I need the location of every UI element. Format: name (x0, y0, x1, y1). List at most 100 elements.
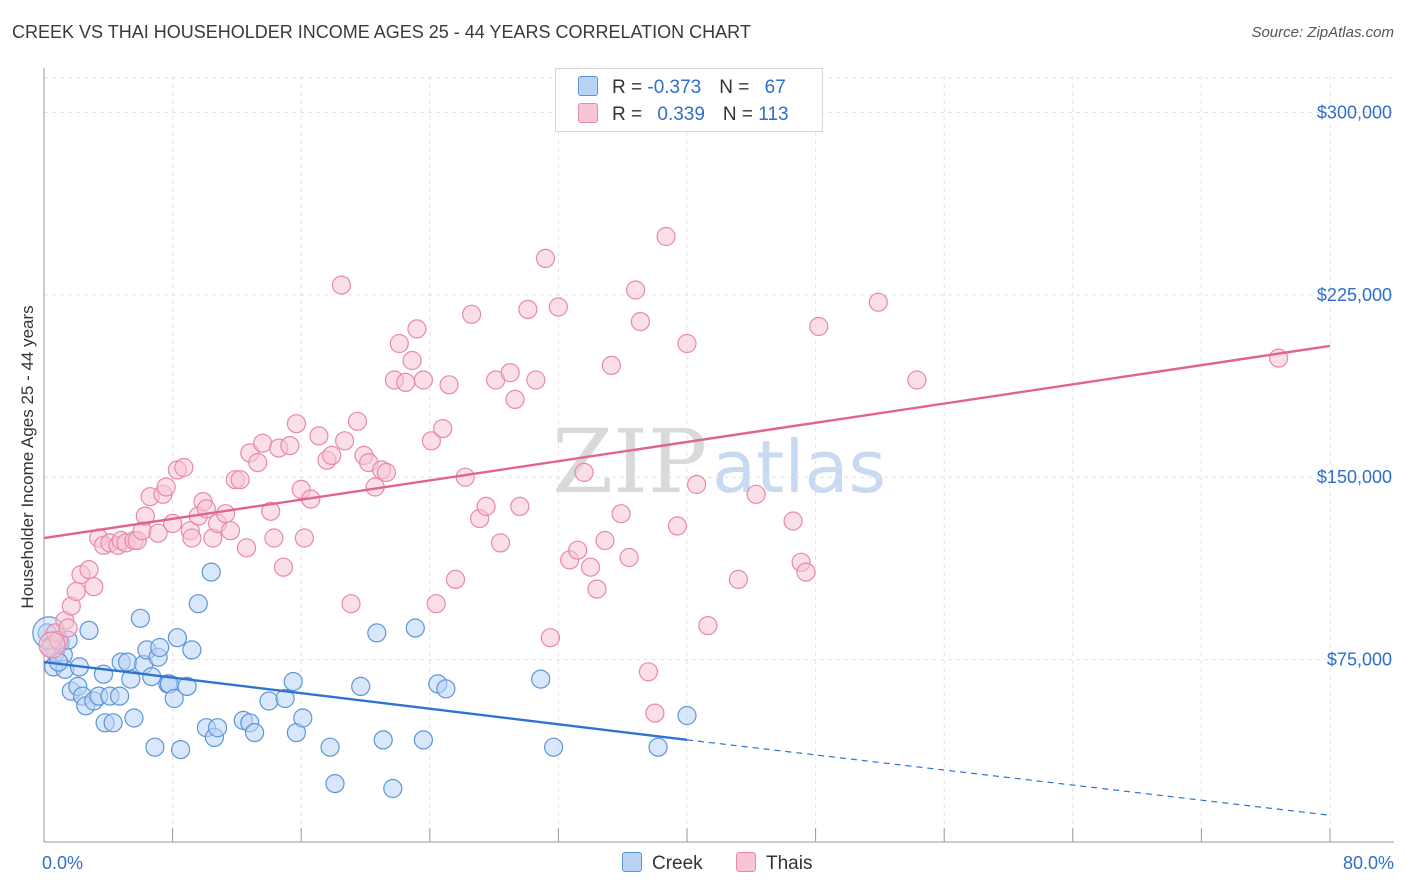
y-tick-label: $75,000 (1327, 650, 1392, 670)
thais-point (677, 333, 697, 354)
creek-point (367, 623, 387, 643)
creek-point (145, 737, 165, 757)
thais-point (66, 581, 86, 602)
creek-point (351, 676, 371, 697)
creek-point (124, 708, 144, 728)
thais-point (433, 419, 453, 439)
thais-point (698, 615, 718, 636)
thais-point (331, 275, 351, 295)
creek-point (383, 778, 403, 799)
axes (43, 68, 1394, 843)
creek-point (405, 618, 425, 638)
thais-point (783, 511, 803, 531)
creek-point (79, 620, 99, 641)
thais-point (389, 333, 409, 354)
y-axis-label: Householder Income Ages 25 - 44 years (18, 305, 37, 608)
thais-point (568, 540, 588, 560)
thais-point (540, 628, 561, 648)
thais-swatch (578, 103, 598, 123)
creek-r-label: R = (612, 77, 648, 98)
thais-point (526, 370, 546, 390)
x-tick-label-min: 0.0% (42, 853, 83, 873)
creek-swatch (578, 76, 598, 96)
creek-trend-extension (686, 739, 1331, 816)
creek-point (320, 737, 340, 757)
thais-point (439, 375, 459, 395)
thais-point (580, 557, 601, 577)
thais-point (421, 431, 441, 451)
thais-point (595, 530, 615, 551)
thais-point (645, 703, 665, 723)
thais-point (286, 414, 306, 434)
thais-n-value: 113 (758, 104, 789, 125)
watermark: ZIP atlas (552, 410, 886, 513)
thais-point (261, 501, 281, 521)
creek-point (677, 705, 697, 726)
y-tick-label: $225,000 (1317, 285, 1392, 305)
thais-point (280, 436, 300, 456)
thais-n-label: N = (722, 104, 759, 125)
chart-title: CREEK VS THAI HOUSEHOLDER INCOME AGES 25… (12, 22, 751, 42)
legend-row-creek: R = -0.373 N = 67 (578, 76, 786, 99)
thais-point (500, 363, 520, 383)
thais-point (402, 350, 422, 371)
creek-r-value: -0.373 (647, 77, 702, 98)
thais-point (341, 594, 361, 614)
bottom-creek-label: Creek (652, 853, 703, 874)
y-tick-label: $300,000 (1317, 102, 1392, 122)
thais-point (294, 528, 314, 548)
thais-point (264, 528, 284, 548)
thais-point (396, 372, 416, 392)
creek-point (171, 739, 191, 760)
creek-point (109, 686, 130, 706)
thais-point (510, 496, 530, 516)
thais-point (273, 557, 294, 577)
creek-point (413, 730, 433, 750)
thais-point (156, 477, 176, 497)
thais-point (135, 506, 155, 526)
thais-point (230, 470, 250, 490)
bottom-legend-creek: Creek (622, 852, 703, 875)
thais-point (84, 577, 104, 597)
thais-point (611, 504, 631, 524)
thais-point (347, 411, 368, 431)
creek-point (531, 669, 551, 689)
thais-point (587, 579, 607, 599)
creek-trend-line (43, 660, 688, 742)
creek-point (275, 688, 295, 709)
thais-point (216, 504, 236, 524)
thais-points (38, 226, 1289, 723)
thais-point (476, 496, 496, 516)
watermark-atlas: atlas (712, 425, 886, 509)
thais-point (619, 547, 639, 568)
creek-point (436, 679, 456, 699)
creek-point (188, 594, 208, 614)
thais-point (656, 226, 676, 247)
creek-point (543, 737, 564, 757)
thais-point (630, 312, 651, 332)
thais-point (79, 559, 99, 580)
thais-point (518, 299, 538, 319)
creek-point (201, 562, 221, 582)
thais-point (535, 248, 556, 268)
creek-point (150, 637, 170, 658)
thais-point (174, 457, 194, 478)
correlation-legend: R = -0.373 N = 67 R = 0.339 N = 113 (555, 68, 823, 132)
chart-source: Source: ZipAtlas.com (1251, 24, 1394, 41)
thais-point (601, 355, 622, 375)
thais-point (182, 528, 202, 548)
creek-point (259, 691, 279, 711)
thais-point (625, 280, 646, 300)
creek-point (164, 688, 184, 709)
thais-point (728, 569, 749, 590)
creek-point (283, 671, 303, 692)
watermark-zip: ZIP (552, 410, 707, 513)
creek-point (177, 676, 197, 697)
creek-point (103, 713, 123, 733)
thais-point (548, 297, 569, 317)
thais-point (236, 538, 257, 558)
creek-point (121, 669, 141, 689)
trend-lines (43, 344, 1331, 816)
y-tick-label: $150,000 (1317, 467, 1392, 487)
creek-point (117, 652, 138, 672)
